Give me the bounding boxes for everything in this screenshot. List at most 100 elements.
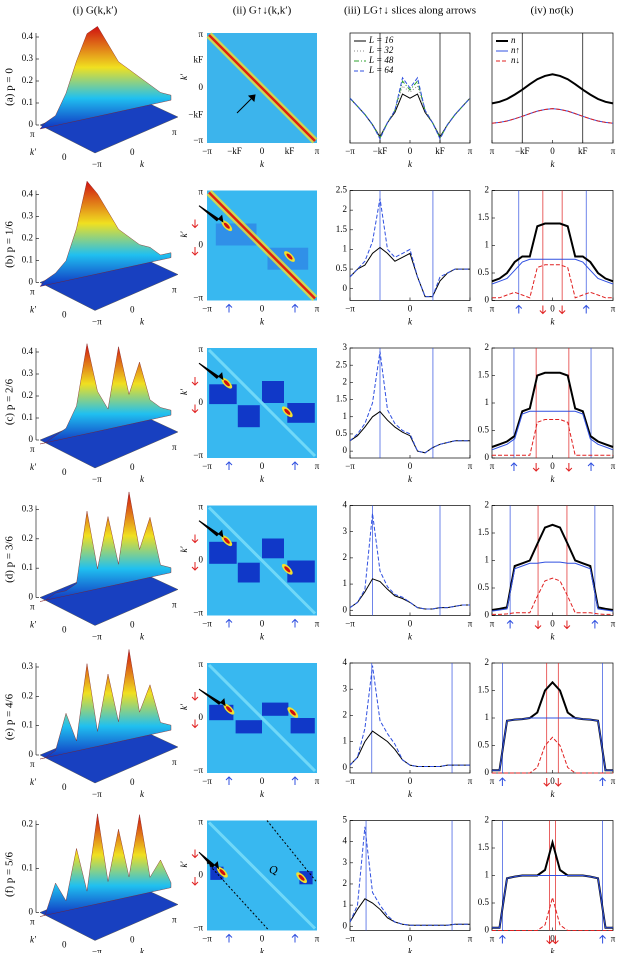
x-tick-label: 0 [260,934,265,944]
line-chart: 00.511.52π 0 πk [478,342,616,484]
spin-arrow [599,934,606,944]
x-tick-label: −π [345,304,355,314]
spin-arrow [191,247,199,256]
axis-tick-label: π [30,444,35,454]
y-tick-label: 2 [485,815,490,825]
spin-arrow [506,619,514,629]
x-tick-label: π [468,461,473,471]
z-tick-label: 0.2 [22,390,33,400]
y-tick-label: 2 [485,657,490,667]
y-axis-label: k′ [179,388,189,395]
z-tick-label: 0.1 [22,97,33,107]
x-tick-label: 0 [550,146,555,156]
line-chart: π −kF 0 kF π nn↑n↓ k [490,32,616,169]
y-tick-label: π [198,502,203,512]
x-axis-label: k [408,789,413,799]
surface [39,649,172,760]
y-tick-label: 2 [485,185,490,195]
z-tick-label: 0.1 [22,720,33,730]
heatmap-block [287,560,315,583]
y-axis-label: k′ [179,73,189,80]
y-tick-label: 0 [343,920,348,930]
heatmap-peak [289,709,296,716]
x-axis-label: k [551,474,556,484]
x-axis-label: k [408,159,413,169]
y-tick-label: 0 [485,925,490,935]
x-tick-label: 0 [408,619,413,629]
z-tick-label: 0.1 [22,412,33,422]
heatmap-peak [223,222,230,229]
y-tick-label: 1 [485,555,490,565]
heatmap-diagonal [208,34,316,142]
y-tick-label: 1.5 [336,224,348,234]
y-tick-label: 1.5 [478,685,490,695]
z-tick-label: 0.3 [22,368,34,378]
axis-label: k [140,317,145,327]
surface [39,180,172,287]
y-tick-label: −π [193,135,203,145]
x-tick-label: 0 [260,619,265,629]
x-tick-label: kF [435,146,445,156]
y-tick-label: 0.5 [478,740,490,750]
axis-label: k′ [30,305,37,315]
x-axis-label: k [260,474,265,484]
column-header: (iii) LG↑↓ slices along arrows [344,5,476,17]
heatmap-block [235,720,262,734]
y-axis-label: k′ [179,230,189,237]
heatmap-peak [223,537,230,544]
y-tick-label: 2 [343,376,348,386]
z-tick-label: 0.1 [22,562,33,572]
axis-label: k′ [30,620,37,630]
spin-arrow [291,618,299,628]
heatmap-panel: π 0 −π−π 0 π k′ k [179,502,320,642]
q-label: Q [269,862,278,876]
z-tick-label: 0.4 [22,189,34,199]
x-axis-label: k [260,789,265,799]
y-tick-label: 0.5 [478,897,490,907]
x-tick-label: 0 [408,461,413,471]
x-tick-label: −π [345,934,355,944]
z-tick-label: 0.2 [22,75,33,85]
x-tick-label: π [315,619,320,629]
series-line [349,513,470,610]
spin-arrow [191,692,199,701]
x-tick-label: −π [202,146,212,156]
y-tick-label: 0 [199,870,204,880]
heatmap-peak [225,706,233,713]
series-line [491,108,614,124]
y-tick-label: 3 [343,683,348,693]
series-line [491,258,614,285]
series-line [492,680,613,772]
y-tick-label: 1 [485,397,490,407]
line-chart: 00.511.52π 0 πk [478,500,616,642]
z-tick-label: 0.4 [22,346,34,356]
z-tick-label: 0.3 [22,211,34,221]
axis-tick-label: −π [92,632,102,642]
x-tick-label: −π [345,776,355,786]
y-tick-label: 1.5 [478,370,490,380]
x-tick-label: 0 [408,146,413,156]
spin-arrow [587,462,595,471]
heatmap-panel: π 0 −π−π 0 π k′ k [179,187,320,327]
y-tick-label: 3 [343,526,348,536]
x-tick-label: 0 [260,776,265,786]
heatmap-panel: π 0 −π−π 0 π k′ k [179,344,320,484]
z-tick-label: 0.3 [22,53,34,63]
y-tick-label: 1 [485,870,490,880]
series-line [349,246,470,298]
y-tick-label: −π [193,293,203,303]
spin-arrow [565,463,573,472]
slice-arrow [198,520,224,538]
axis-tick-label: 0 [130,305,135,315]
row-label: (d) p = 3/6 [4,536,16,583]
y-tick-label: 1.5 [336,394,348,404]
z-tick-label: 0 [29,277,34,287]
x-tick-label: −π [345,461,355,471]
z-tick-label: 0.1 [22,863,33,873]
column-header: (ii) G↑↓(k,k′) [233,5,292,17]
x-axis-label: k [260,317,265,327]
heatmap-block [209,384,237,405]
x-tick-label: 0 [260,304,265,314]
